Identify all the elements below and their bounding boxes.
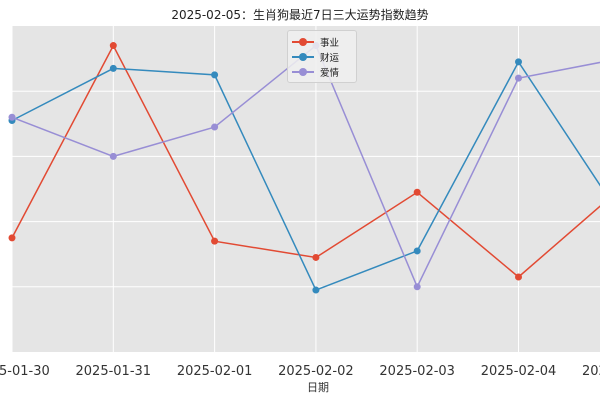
data-point [413, 188, 421, 196]
legend-swatch [292, 52, 314, 62]
data-point [515, 74, 522, 82]
x-tick-label: 2025-01-30 [0, 364, 50, 379]
legend-swatch [292, 67, 314, 77]
data-point [515, 273, 522, 281]
data-point [312, 286, 320, 294]
x-axis-label: 日期 [307, 381, 329, 394]
x-tick-label: 2025-02-01 [177, 364, 253, 379]
data-point [211, 71, 219, 79]
legend-label: 事业 [320, 37, 340, 49]
data-point [211, 123, 219, 131]
data-point [312, 253, 320, 261]
series-2 [8, 58, 600, 294]
legend-swatch [292, 37, 314, 47]
x-tick-labels: 2025-01-30 2025-01-31 2025-02-01 2025-02-02… [0, 364, 600, 379]
legend-item: 财运 [292, 49, 352, 64]
data-point [8, 234, 16, 242]
x-tick-label: 2025-02-04 [481, 364, 557, 379]
data-point [211, 237, 219, 245]
legend-item: 事业 [292, 34, 352, 49]
data-point [109, 64, 117, 72]
legend: 事业 财运 爱情 [287, 30, 357, 83]
data-point [515, 58, 522, 66]
legend-label: 爱情 [320, 67, 340, 79]
x-tick-label: 2025-02-05 [582, 364, 600, 379]
chart-title: 2025-02-05：生肖狗最近7日三大运势指数趋势 [171, 8, 429, 22]
data-point [413, 283, 421, 291]
x-tick-label: 2025-02-02 [278, 364, 354, 379]
data-point [8, 113, 16, 121]
legend-label: 财运 [320, 52, 340, 64]
x-tick-label: 2025-01-31 [76, 364, 152, 379]
data-point [109, 42, 117, 50]
x-tick-label: 2025-02-03 [379, 364, 455, 379]
data-point [413, 247, 421, 255]
legend-item: 爱情 [292, 64, 352, 79]
series-1 [8, 42, 600, 281]
data-point [109, 152, 117, 160]
